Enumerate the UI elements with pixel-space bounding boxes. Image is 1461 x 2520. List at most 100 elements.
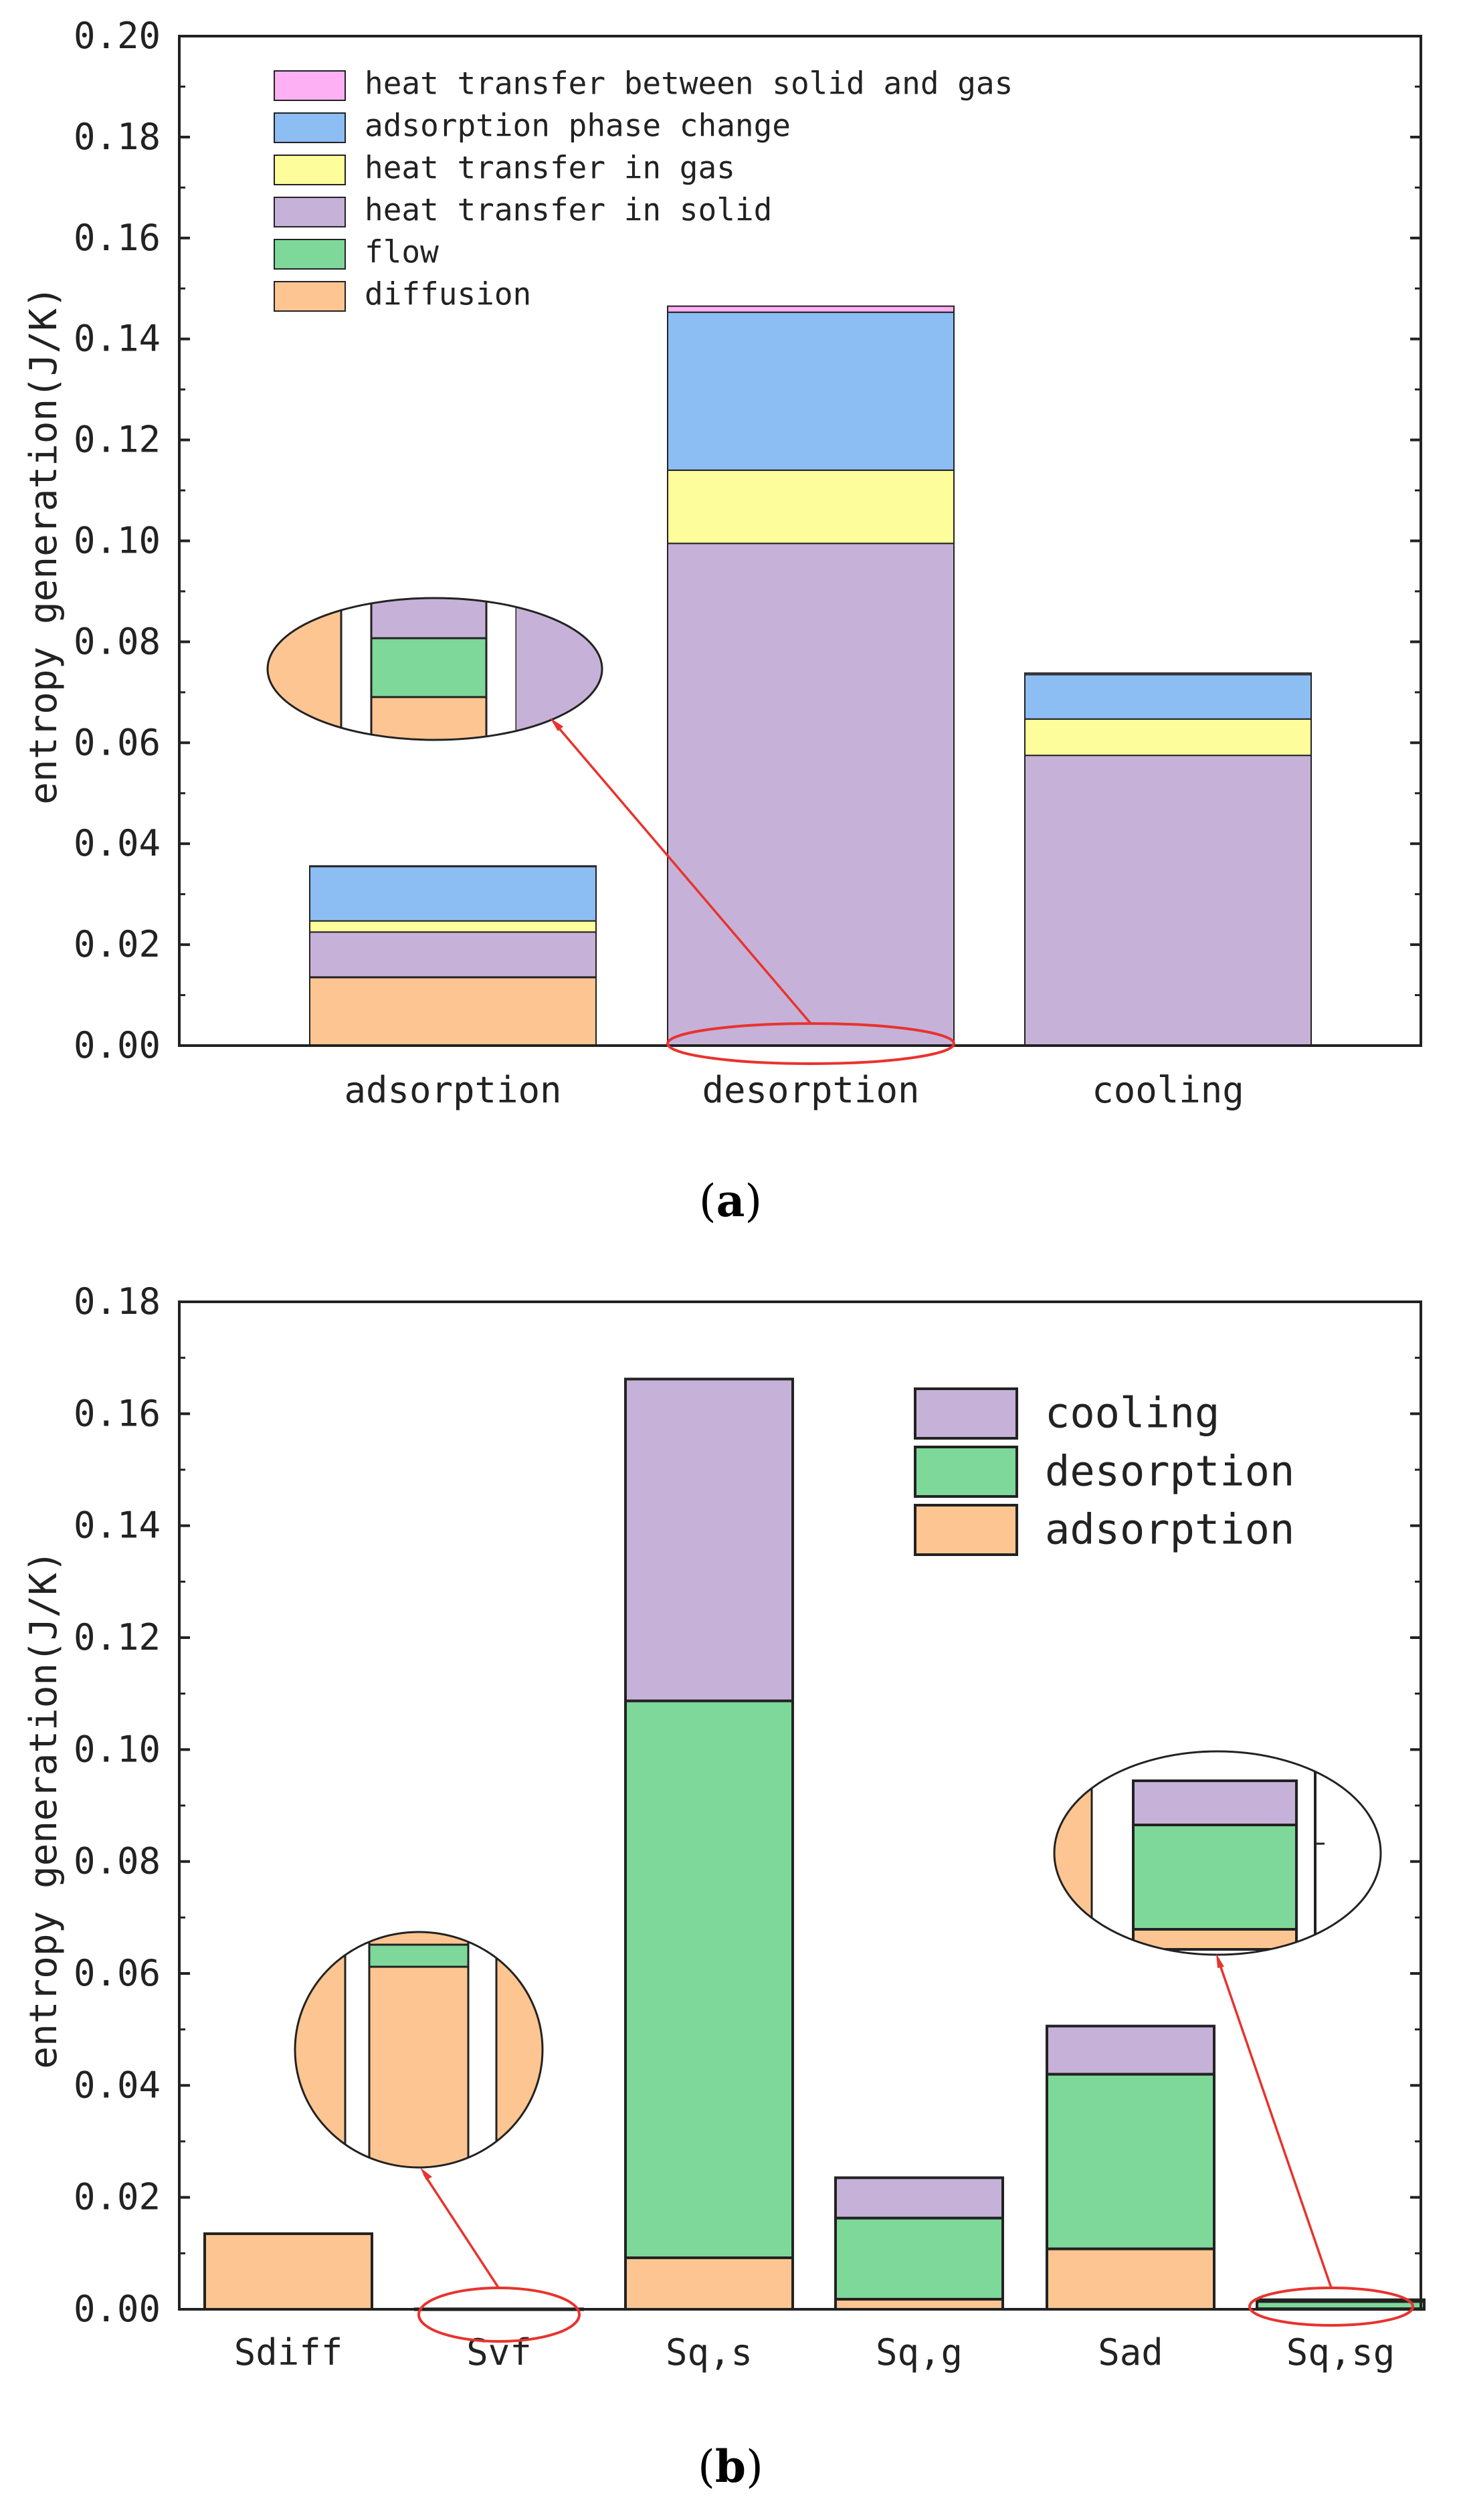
panel-b-bar-sad-desorption	[1046, 2072, 1215, 2250]
panel-a-caption: (a)	[699, 1175, 762, 1227]
panel-a-legend-label-diffusion: diffusion	[365, 276, 531, 312]
panel-a-y-tick-label: 0.16	[74, 217, 161, 259]
panel-a-legend-swatch-diffusion	[274, 281, 346, 312]
panel-b-x-tick-label-sdiff: Sdiff	[234, 2331, 343, 2373]
panel-a-y-axis-title: entropy generation(J/K)	[22, 286, 66, 804]
panel-a-y-tick-label: 0.06	[74, 721, 161, 763]
panel-b-svf-zoom-inset	[294, 1931, 544, 2169]
panel-a-y-tick-label: 0.00	[74, 1024, 161, 1066]
panel-b-svf-pointer-line	[423, 2173, 500, 2289]
panel-a-bar-adsorption-diffusion	[309, 977, 597, 1046]
panel-a-legend-label-heat-transfer-between-solid-and-gas: heat transfer between solid and gas	[365, 65, 1013, 101]
panel-b-bars	[203, 1377, 1426, 2311]
panel-a-bar-desorption-heat-transfer-in-solid	[667, 543, 955, 1046]
panel-a-inset-diffusion-segment	[370, 696, 488, 740]
panel-a-bars	[309, 305, 1312, 1046]
panel-a-axes: adsorption desorption cooling 0.00 0.02 0.04 0…	[74, 15, 1422, 1111]
panel-b-caption: (b)	[698, 2440, 763, 2493]
panel-a-bar-adsorption-heat-transfer-in-gas	[309, 920, 597, 933]
panel-a-chart: entropy generation(J/K) adsorption desorp…	[22, 15, 1422, 1227]
panel-b-y-tick-label: 0.00	[74, 2288, 161, 2330]
panel-a-y-tick-label: 0.14	[74, 318, 161, 360]
panel-a-bar-cooling-adsorption-phase-change	[1024, 674, 1312, 720]
panel-a-y-tick-label: 0.04	[74, 822, 161, 864]
panel-a-pointer-arrowhead	[550, 718, 563, 731]
panel-a-zoom-inset	[266, 597, 603, 741]
panel-a-y-tick-label: 0.02	[74, 923, 161, 965]
panel-a-legend-swatch-adsorption-phase-change	[274, 112, 346, 143]
panel-b-bar-sq-sg-cooling	[1256, 2298, 1426, 2303]
panel-b-bar-sq-g-cooling	[834, 2176, 1004, 2220]
panel-b-y-tick-label: 0.06	[74, 1952, 161, 1994]
panel-b-bar-sq-g-adsorption	[834, 2297, 1004, 2311]
panel-a-legend-label-adsorption-phase-change: adsorption phase change	[365, 107, 791, 143]
panel-b-y-tick-label: 0.16	[74, 1392, 161, 1434]
panel-a-legend-swatch-heat-transfer-in-solid	[274, 197, 346, 227]
panel-b-y-tick-label: 0.18	[74, 1280, 161, 1323]
panel-b-x-tick-label-sq-sg: Sq,sg	[1286, 2331, 1395, 2373]
panel-b-x-tick-label-sq-g: Sq,g	[876, 2331, 963, 2373]
panel-a-bar-cooling-heat-transfer-in-gas	[1024, 718, 1312, 757]
panel-a-inset-flow-segment	[370, 637, 488, 698]
panel-a-bar-desorption-heat-transfer-in-gas	[667, 469, 955, 545]
panel-a-legend-label-heat-transfer-in-gas: heat transfer in gas	[365, 149, 735, 185]
panel-b-bar-sdiff-adsorption	[203, 2232, 373, 2311]
panel-a-legend-label-heat-transfer-in-solid: heat transfer in solid	[365, 191, 772, 227]
panel-a-y-tick-label: 0.20	[74, 15, 161, 57]
panel-a-x-tick-label-adsorption: adsorption	[344, 1069, 561, 1111]
panel-b-legend-label-desorption: desorption	[1045, 1447, 1294, 1496]
panel-a-x-tick-label-cooling: cooling	[1092, 1069, 1244, 1111]
panel-b-inset-sqsg-cooling	[1132, 1779, 1298, 1826]
panel-b-y-tick-label: 0.08	[74, 1840, 161, 1882]
panel-b-inset-svf-desorption	[368, 1943, 470, 1968]
panel-a-pointer-line	[554, 722, 812, 1025]
panel-a-bar-cooling-heat-transfer-between-solid-and-gas	[1024, 672, 1312, 676]
panel-b-bar-sad-cooling	[1046, 2024, 1215, 2076]
panel-b-x-tick-label-sq-s: Sq,s	[666, 2331, 753, 2373]
panel-b-svf-pointer-arrowhead	[420, 2167, 432, 2180]
panel-b-y-tick-label: 0.02	[74, 2176, 161, 2218]
panel-a-y-tick-label: 0.08	[74, 620, 161, 662]
panel-b-y-tick-label: 0.04	[74, 2064, 161, 2106]
panel-b-bar-sq-s-desorption	[624, 1699, 794, 2260]
panel-b-sqsg-pointer-line	[1218, 1961, 1333, 2289]
panel-b-inset-svf-adsorption	[368, 1965, 470, 2167]
panel-a-y-tick-label: 0.18	[74, 116, 161, 158]
panel-a-legend-label-flow: flow	[365, 233, 439, 270]
panel-b-legend-label-adsorption: adsorption	[1045, 1505, 1294, 1554]
panel-b-chart: entropy generation(J/K) Sdiff Svf Sq,s Sq,g…	[22, 1280, 1426, 2493]
panel-a-legend: heat transfer between solid and gas adsor…	[274, 65, 1013, 312]
panel-b-axes: Sdiff Svf Sq,s Sq,g Sad Sq,sg 0.00 0.02 0.04 0.06…	[74, 1280, 1422, 2373]
panel-a-bar-adsorption-adsorption-phase-change	[309, 866, 597, 922]
panel-b-y-tick-label: 0.14	[74, 1505, 161, 1547]
panel-a-y-tick-label: 0.12	[74, 419, 161, 461]
panel-b-y-axis-title: entropy generation(J/K)	[22, 1550, 66, 2068]
panel-b-sqsg-zoom-inset	[1053, 1750, 1382, 1956]
panel-b-bar-sq-s-adsorption	[624, 2256, 794, 2311]
panel-b-bar-sq-g-desorption	[834, 2216, 1004, 2301]
panel-a-bar-cooling-heat-transfer-in-solid	[1024, 755, 1312, 1046]
panel-b-legend: cooling desorption adsorption	[914, 1387, 1294, 1556]
panel-a-legend-swatch-heat-transfer-between-solid-and-gas	[274, 70, 346, 101]
panel-b-x-tick-label-svf: Svf	[466, 2331, 532, 2373]
panel-b-sqsg-pointer-arrowhead	[1216, 1953, 1224, 1968]
panel-b-y-tick-label: 0.12	[74, 1616, 161, 1658]
panel-b-inset-sqsg-adsorption	[1132, 1928, 1298, 1951]
panel-b-bar-sad-adsorption	[1046, 2247, 1215, 2311]
panel-a-bar-desorption-adsorption-phase-change	[667, 311, 955, 471]
panel-b-y-tick-label: 0.10	[74, 1728, 161, 1770]
panel-b-x-tick-label-sad: Sad	[1098, 2331, 1163, 2373]
panel-b-legend-label-cooling: cooling	[1045, 1389, 1220, 1438]
panel-b-legend-swatch-desorption	[914, 1446, 1018, 1498]
panel-a-bar-adsorption-heat-transfer-in-solid	[309, 931, 597, 978]
panel-b-legend-swatch-cooling	[914, 1387, 1018, 1440]
panel-a-x-tick-label-desorption: desorption	[702, 1069, 919, 1111]
panel-a-legend-swatch-heat-transfer-in-gas	[274, 155, 346, 185]
panel-a-legend-swatch-flow	[274, 239, 346, 270]
panel-a-inset-solid-segment	[370, 598, 488, 640]
panel-a-y-tick-label: 0.10	[74, 520, 161, 562]
panel-a-bar-desorption-heat-transfer-between-solid-and-gas	[667, 305, 955, 313]
panel-b-bar-sq-s-cooling	[624, 1377, 794, 1703]
panel-b-legend-swatch-adsorption	[914, 1504, 1018, 1556]
